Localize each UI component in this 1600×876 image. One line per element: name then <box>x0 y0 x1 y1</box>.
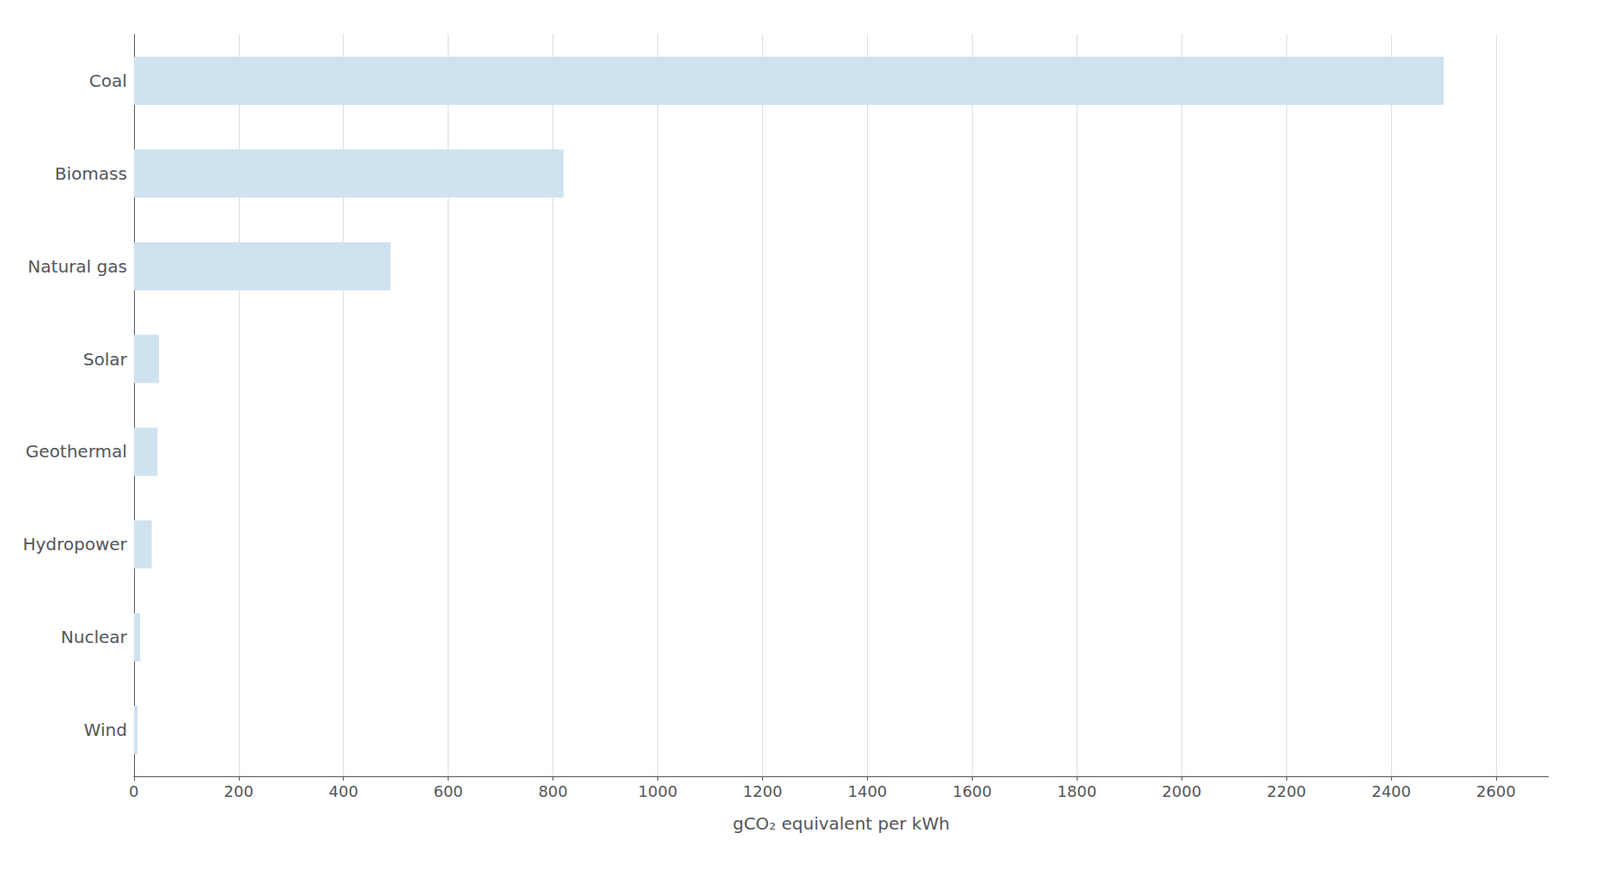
svg-text:Solar: Solar <box>83 348 129 370</box>
svg-text:1400: 1400 <box>847 781 887 800</box>
svg-text:1800: 1800 <box>1056 781 1097 800</box>
svg-text:Wind: Wind <box>84 719 128 740</box>
svg-text:1200: 1200 <box>743 781 783 800</box>
svg-text:0: 0 <box>128 781 139 800</box>
svg-text:Coal: Coal <box>89 70 128 92</box>
svg-text:2000: 2000 <box>1161 781 1202 800</box>
svg-text:200: 200 <box>224 781 254 800</box>
svg-text:2200: 2200 <box>1266 781 1307 800</box>
svg-text:600: 600 <box>433 781 463 800</box>
svg-text:Natural gas: Natural gas <box>27 256 128 277</box>
svg-text:1000: 1000 <box>638 781 678 800</box>
svg-text:800: 800 <box>537 781 568 800</box>
svg-text:1600: 1600 <box>952 781 992 800</box>
svg-text:Hydropower: Hydropower <box>22 533 128 555</box>
svg-text:2400: 2400 <box>1371 781 1411 800</box>
svg-text:Nuclear: Nuclear <box>61 626 129 648</box>
svg-text:Geothermal: Geothermal <box>25 440 128 462</box>
svg-text:2600: 2600 <box>1476 781 1516 800</box>
svg-text:400: 400 <box>329 781 359 800</box>
svg-text:gCO₂ equivalent per kWh: gCO₂ equivalent per kWh <box>732 812 950 834</box>
svg-text:Biomass: Biomass <box>54 163 128 184</box>
